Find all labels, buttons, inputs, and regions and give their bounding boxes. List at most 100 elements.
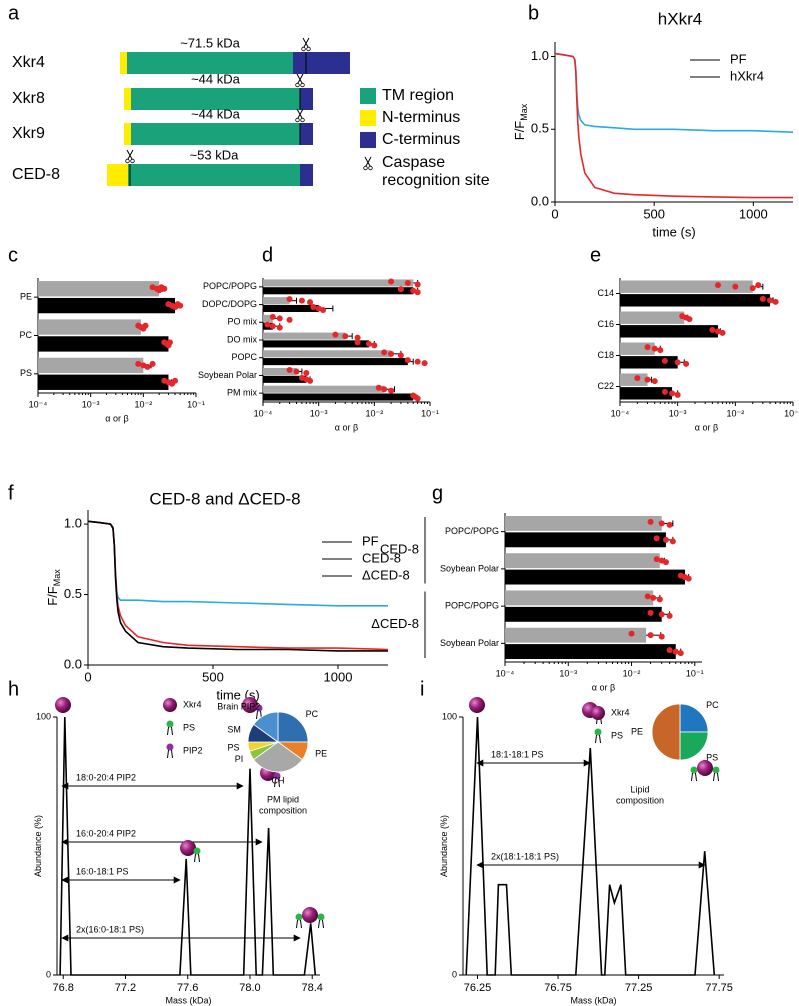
annotation: 2x(16:0-18:1 PS)	[76, 924, 144, 934]
category-label: C14	[597, 288, 614, 298]
category-label: POPC	[231, 352, 257, 362]
legend-label: N-terminus	[382, 109, 460, 126]
handle	[130, 158, 135, 164]
x-axis-label: time (s)	[652, 224, 695, 239]
data-point	[177, 302, 184, 309]
pie-title: composition	[259, 805, 307, 815]
category-label: Soybean Polar	[440, 638, 499, 648]
legend-swatch	[360, 88, 376, 104]
pie-label: PI	[235, 754, 244, 764]
panel-label: i	[420, 678, 424, 700]
y-axis-label-sub: Max	[52, 569, 62, 587]
bar	[620, 311, 685, 324]
bar	[620, 294, 771, 307]
protein-icon	[180, 840, 196, 856]
annotation: 16:0-20:4 PIP2	[76, 828, 136, 838]
handle	[125, 158, 130, 164]
pie-label: SM	[227, 724, 241, 734]
data-point	[371, 342, 378, 349]
icon-legend-label: Xkr4	[183, 699, 202, 709]
data-point	[286, 367, 293, 374]
data-point	[414, 281, 421, 288]
pie-slice	[651, 703, 681, 761]
protein-icon	[697, 760, 713, 776]
tm-region	[131, 123, 300, 145]
data-point	[269, 323, 276, 330]
x-tick-label: 77.25	[625, 982, 653, 994]
series-line	[554, 52, 793, 199]
pie-label: Brain PIP2	[217, 702, 260, 712]
handle	[306, 46, 311, 52]
data-point	[755, 282, 762, 289]
annotation: 18:0-20:4 PIP2	[76, 772, 136, 782]
lipid-tail	[599, 734, 601, 744]
caspase-icon	[295, 108, 305, 123]
pie-slice	[679, 703, 709, 733]
icon-legend-label: PS	[183, 722, 195, 732]
lipid-tail	[595, 734, 597, 744]
x-axis-label: α or β	[105, 413, 128, 423]
y-tick-label: 100	[36, 711, 51, 721]
bar	[263, 350, 392, 358]
x-tick-label: 1000	[739, 206, 768, 221]
bar	[263, 297, 290, 305]
data-point	[388, 387, 395, 394]
c-terminus	[300, 164, 313, 186]
legend-label: hXkr4	[730, 68, 764, 83]
data-point	[135, 360, 142, 367]
data-point	[651, 345, 658, 352]
y-axis-label-sub: Max	[519, 103, 529, 121]
panel-label: f	[8, 482, 14, 504]
bar	[620, 387, 673, 400]
lipid-tail	[256, 710, 258, 720]
data-point	[650, 594, 657, 601]
y-tick-label: 1.0	[531, 48, 549, 63]
bar	[505, 627, 647, 643]
blade	[365, 156, 372, 167]
y-axis-label: Abundance (%)	[439, 815, 449, 877]
y-tick-label: 0.0	[531, 193, 549, 208]
legend-label: Caspase	[382, 154, 445, 171]
panel-label: a	[8, 2, 20, 24]
lipid-head	[712, 766, 720, 774]
lipid-tail	[167, 726, 169, 736]
data-point	[662, 559, 669, 566]
lipid-head	[166, 743, 174, 751]
data-point	[414, 289, 421, 296]
y-axis-label-main: F/F	[512, 121, 527, 141]
annotation: 16:0-18:1 PS	[76, 866, 129, 876]
protein-icon	[302, 907, 318, 923]
bar	[38, 281, 160, 297]
bar	[263, 332, 346, 340]
pie-label: PE	[631, 726, 643, 736]
data-point	[686, 316, 693, 323]
data-point	[381, 349, 388, 356]
x-axis-label: Mass (kDa)	[165, 995, 211, 1005]
y-axis-label: F/FMax	[45, 569, 62, 606]
lipid-tail	[717, 772, 719, 782]
n-terminus	[107, 164, 128, 186]
category-label: C16	[597, 319, 614, 329]
lipid-head	[317, 913, 325, 921]
data-point	[683, 360, 690, 367]
x-axis-label: α or β	[592, 682, 615, 692]
protein-name: Xkr8	[12, 90, 45, 107]
lipid-tail	[695, 772, 697, 782]
data-point	[332, 331, 339, 338]
n-terminus	[120, 52, 127, 74]
legend-label: TM region	[382, 87, 454, 104]
data-point	[634, 375, 641, 382]
lipid-head	[273, 772, 281, 780]
x-tick-label: 10⁻²	[365, 408, 383, 418]
caspase-icon	[295, 73, 305, 88]
bar	[263, 393, 414, 401]
legend-swatch	[360, 110, 376, 126]
data-point	[388, 278, 395, 285]
data-point	[658, 611, 665, 618]
data-point	[714, 328, 721, 335]
bar	[505, 553, 660, 569]
y-tick-label: 1.0	[64, 516, 82, 531]
data-point	[749, 285, 756, 292]
data-point	[303, 370, 310, 377]
